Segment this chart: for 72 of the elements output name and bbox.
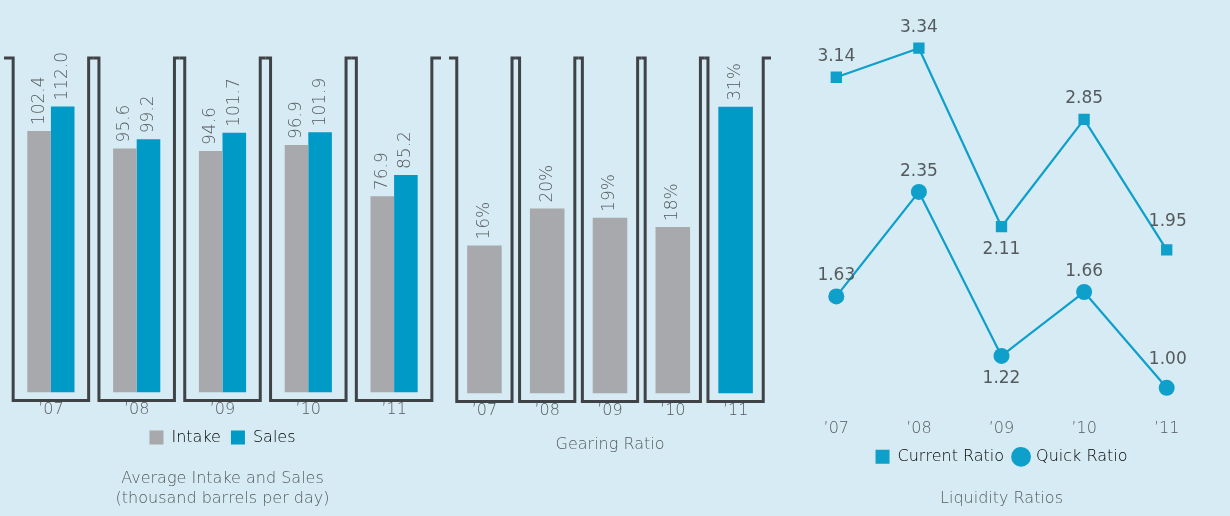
data-label: 99.2 bbox=[136, 95, 157, 134]
data-label: 76.9 bbox=[370, 152, 391, 191]
x-tick-label: ’08 bbox=[906, 418, 932, 438]
data-label: 101.7 bbox=[222, 78, 243, 127]
legend-label: Quick Ratio bbox=[1036, 445, 1128, 465]
point bbox=[1158, 379, 1175, 396]
x-tick-label: ’11 bbox=[1153, 418, 1180, 438]
point bbox=[830, 71, 842, 83]
point bbox=[828, 288, 845, 305]
bar bbox=[718, 106, 753, 394]
x-tick-label: ’09 bbox=[988, 418, 1015, 438]
legend-label: Current Ratio bbox=[897, 445, 1005, 465]
x-tick-label: ’08 bbox=[123, 399, 150, 419]
legend-label: Sales bbox=[252, 426, 296, 446]
data-label: 1.22 bbox=[982, 366, 1021, 387]
bar bbox=[284, 145, 309, 393]
data-label: 3.14 bbox=[817, 45, 856, 66]
point bbox=[993, 347, 1010, 364]
x-tick-label: ’11 bbox=[381, 399, 407, 419]
data-label: 2.11 bbox=[982, 237, 1021, 258]
data-label: 112.0 bbox=[51, 51, 72, 101]
text: Liquidity Ratios bbox=[940, 487, 1063, 507]
text: Gearing Ratio bbox=[555, 433, 665, 453]
text: Average Intake and Sales (thousand barrels per day) bbox=[115, 468, 330, 507]
data-label: 101.9 bbox=[308, 77, 329, 127]
point bbox=[910, 183, 927, 200]
bar bbox=[113, 148, 137, 393]
x-tick-label: ’10 bbox=[660, 400, 686, 420]
x-tick-label: ’10 bbox=[295, 399, 322, 419]
data-label: 96.9 bbox=[284, 101, 305, 140]
x-tick-label: ’11 bbox=[722, 400, 749, 420]
data-label: 16% bbox=[472, 201, 493, 240]
data-label: 31% bbox=[724, 62, 745, 101]
bar bbox=[370, 196, 395, 393]
bar bbox=[308, 132, 332, 393]
point bbox=[913, 42, 925, 54]
bar bbox=[198, 150, 223, 393]
x-tick-label: ’07 bbox=[38, 399, 64, 419]
data-label: 3.34 bbox=[899, 16, 938, 37]
bar bbox=[655, 227, 691, 394]
x-tick-label: ’09 bbox=[209, 399, 236, 419]
data-label: 1.95 bbox=[1148, 209, 1187, 230]
point bbox=[1161, 244, 1173, 256]
bar bbox=[27, 131, 51, 393]
bar bbox=[592, 217, 628, 394]
point bbox=[1078, 113, 1090, 125]
data-label: 85.2 bbox=[394, 131, 415, 169]
data-label: 94.6 bbox=[199, 107, 220, 145]
data-label: 2.85 bbox=[1065, 87, 1104, 108]
data-label: 20% bbox=[535, 164, 556, 203]
bar bbox=[50, 106, 75, 393]
x-tick-label: ’08 bbox=[534, 400, 560, 420]
bar bbox=[394, 174, 418, 393]
bar bbox=[529, 208, 565, 394]
bar bbox=[222, 132, 247, 393]
data-label: 18% bbox=[661, 183, 682, 222]
x-tick-label: ’10 bbox=[1071, 418, 1097, 438]
point bbox=[995, 221, 1008, 233]
data-label: 102.4 bbox=[27, 76, 48, 126]
bar bbox=[136, 139, 161, 393]
x-tick-label: ’07 bbox=[823, 418, 850, 438]
data-label: 19% bbox=[598, 174, 619, 212]
x-tick-label: ’09 bbox=[597, 400, 623, 420]
data-label: 95.6 bbox=[113, 104, 134, 143]
data-label: 2.35 bbox=[899, 159, 938, 180]
bar bbox=[467, 245, 502, 394]
point bbox=[1076, 284, 1093, 301]
data-label: 1.66 bbox=[1065, 259, 1104, 280]
data-label: 1.63 bbox=[817, 264, 856, 285]
x-tick-label: ’07 bbox=[471, 400, 498, 420]
data-label: 1.00 bbox=[1148, 347, 1187, 368]
legend-label: Intake bbox=[171, 426, 221, 446]
